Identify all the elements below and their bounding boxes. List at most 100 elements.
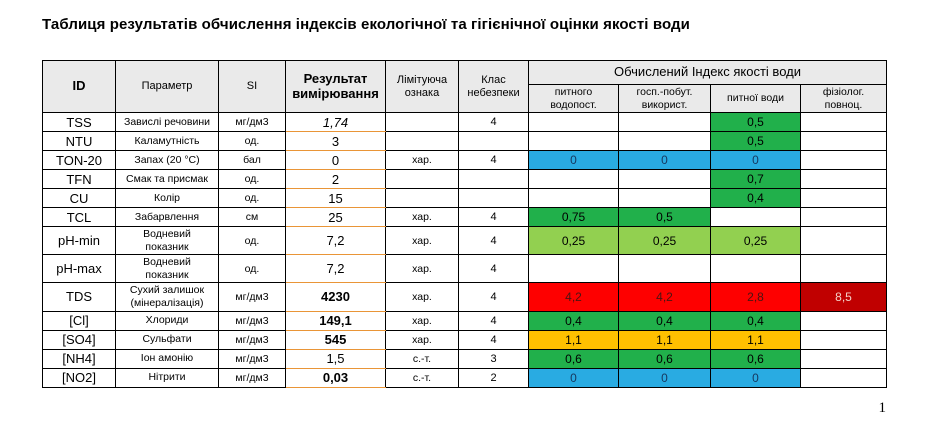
cell-param: Сульфати xyxy=(115,329,219,350)
cell-limit: с.-т. xyxy=(385,348,459,369)
cell-si: бал xyxy=(218,150,286,170)
page-number: 1 xyxy=(878,400,887,416)
table-body: TSS Завислі речовини мг/дм3 1,74 4 0,5 NTU Кала… xyxy=(42,112,888,388)
cell-hazard: 4 xyxy=(458,150,529,170)
cell-index-value xyxy=(799,112,888,132)
cell-index-value: 0 xyxy=(710,367,801,388)
cell-limit xyxy=(385,131,459,151)
cell-id: TFN xyxy=(42,169,116,189)
cell-limit: хар. xyxy=(385,282,459,312)
cell-limit: хар. xyxy=(385,225,459,256)
cell-index-value: 0 xyxy=(528,150,619,170)
cell-id: [NO2] xyxy=(42,367,116,388)
table-row: pH-max Водневий показник од. 7,2 хар. 4 xyxy=(42,254,888,284)
cell-index-value: 0,4 xyxy=(710,310,801,331)
cell-id: TON-20 xyxy=(42,150,116,170)
cell-param: Смак та присмак xyxy=(115,169,219,189)
cell-param: Нітрити xyxy=(115,367,219,388)
cell-param: Завислі речовини xyxy=(115,112,219,132)
cell-index-value xyxy=(528,112,619,132)
cell-hazard: 4 xyxy=(458,329,529,350)
cell-limit: с.-т. xyxy=(385,367,459,388)
cell-result: 545 xyxy=(285,329,386,350)
cell-index-value: 0,6 xyxy=(528,348,619,369)
cell-index-value: 1,1 xyxy=(618,329,711,350)
cell-index-value: 0,4 xyxy=(618,310,711,331)
water-quality-table: ID Параметр SI Результат вимірювання Лім… xyxy=(42,60,888,388)
cell-index-value: 0 xyxy=(528,367,619,388)
cell-si: мг/дм3 xyxy=(218,310,286,331)
cell-index-value xyxy=(528,254,619,284)
cell-index-value xyxy=(618,188,711,208)
cell-result: 15 xyxy=(285,188,386,208)
table-row: [Cl] Хлориди мг/дм3 149,1 хар. 4 0,4 0,4 0,4 xyxy=(42,310,888,331)
col-header-si: SI xyxy=(218,60,286,113)
cell-index-value: 2,8 xyxy=(710,282,801,312)
cell-index-value: 4,2 xyxy=(528,282,619,312)
cell-index-value: 0,5 xyxy=(710,112,801,132)
cell-si: од. xyxy=(218,169,286,189)
cell-index-value: 0,6 xyxy=(710,348,801,369)
cell-result: 25 xyxy=(285,207,386,227)
cell-limit xyxy=(385,188,459,208)
col-header-idx-physiological: фізіолог. повноц. xyxy=(799,84,888,113)
cell-result: 4230 xyxy=(285,282,386,312)
cell-index-value xyxy=(799,188,888,208)
cell-limit: хар. xyxy=(385,207,459,227)
cell-index-value: 0,25 xyxy=(618,225,711,256)
cell-index-value xyxy=(799,131,888,151)
cell-result: 0,03 xyxy=(285,367,386,388)
col-group-header-index: Обчислений Індекс якості води xyxy=(527,60,888,85)
cell-hazard xyxy=(458,169,529,189)
table-row: [NO2] Нітрити мг/дм3 0,03 с.-т. 2 0 0 0 xyxy=(42,367,888,388)
cell-index-value: 0,6 xyxy=(618,348,711,369)
cell-index-value: 0,25 xyxy=(528,225,619,256)
cell-hazard: 3 xyxy=(458,348,529,369)
table-row: pH-min Водневий показник од. 7,2 хар. 4 0,25 0,… xyxy=(42,225,888,256)
table-row: CU Колір од. 15 0,4 xyxy=(42,188,888,208)
col-header-limit: Лімітуюча ознака xyxy=(385,60,459,113)
cell-id: pH-min xyxy=(42,225,116,256)
cell-index-value: 1,1 xyxy=(528,329,619,350)
cell-index-value xyxy=(799,207,888,227)
cell-index-value: 0,5 xyxy=(710,131,801,151)
cell-result: 0 xyxy=(285,150,386,170)
cell-index-value xyxy=(799,348,888,369)
table-row: [NH4] Іон амонію мг/дм3 1,5 с.-т. 3 0,6 0,6 0,6 xyxy=(42,348,888,369)
cell-index-value: 0,4 xyxy=(528,310,619,331)
cell-id: TSS xyxy=(42,112,116,132)
cell-hazard: 4 xyxy=(458,207,529,227)
cell-si: мг/дм3 xyxy=(218,282,286,312)
cell-result: 1,74 xyxy=(285,112,386,132)
cell-si: од. xyxy=(218,225,286,256)
cell-index-value xyxy=(710,254,801,284)
cell-index-value: 0,25 xyxy=(710,225,801,256)
table-row: NTU Каламутність од. 3 0,5 xyxy=(42,131,888,151)
cell-hazard: 4 xyxy=(458,112,529,132)
cell-param: Запах (20 °C) xyxy=(115,150,219,170)
cell-si: од. xyxy=(218,188,286,208)
table-row: TCL Забарвлення см 25 хар. 4 0,75 0,5 xyxy=(42,207,888,227)
cell-id: [NH4] xyxy=(42,348,116,369)
cell-index-value xyxy=(528,131,619,151)
cell-index-value: 4,2 xyxy=(618,282,711,312)
cell-index-value xyxy=(528,169,619,189)
cell-limit: хар. xyxy=(385,254,459,284)
cell-id: pH-max xyxy=(42,254,116,284)
cell-index-value xyxy=(710,207,801,227)
cell-limit xyxy=(385,112,459,132)
cell-index-value: 0,75 xyxy=(528,207,619,227)
cell-limit: хар. xyxy=(385,150,459,170)
cell-index-value xyxy=(799,329,888,350)
cell-hazard xyxy=(458,131,529,151)
table-row: TFN Смак та присмак од. 2 0,7 xyxy=(42,169,888,189)
page-title: Таблиця результатів обчислення індексів … xyxy=(42,16,690,33)
cell-index-value xyxy=(799,225,888,256)
cell-si: мг/дм3 xyxy=(218,112,286,132)
table-row: [SO4] Сульфати мг/дм3 545 хар. 4 1,1 1,1 1,1 xyxy=(42,329,888,350)
table-row: TDS Сухий залишок (мінералізація) мг/дм3 42… xyxy=(42,282,888,312)
col-header-param: Параметр xyxy=(115,60,219,113)
cell-limit xyxy=(385,169,459,189)
cell-index-value: 0,5 xyxy=(618,207,711,227)
